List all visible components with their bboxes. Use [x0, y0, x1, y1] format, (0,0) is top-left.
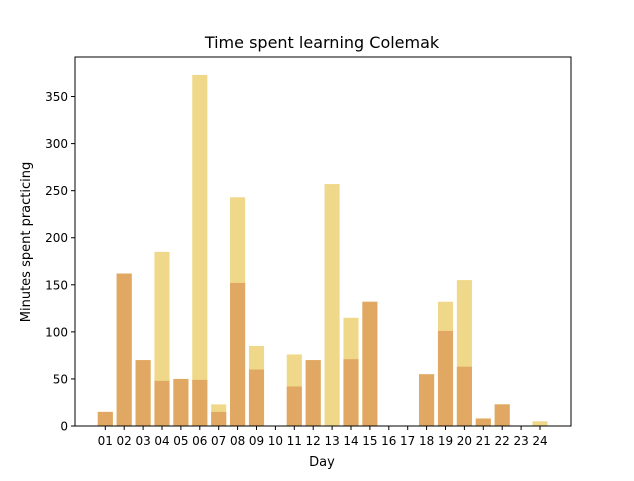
y-tick-label: 0	[60, 420, 68, 434]
x-tick-label: 01	[98, 434, 113, 448]
x-tick-label: 18	[419, 434, 434, 448]
x-tick-label: 23	[513, 434, 528, 448]
x-tick-label: 15	[362, 434, 377, 448]
bar-04-series-2	[154, 380, 170, 426]
y-tick-label: 50	[53, 372, 68, 386]
x-tick-label: 06	[192, 434, 207, 448]
bar-11-series-2	[286, 386, 302, 426]
x-tick-label: 07	[211, 434, 226, 448]
x-tick-label: 09	[249, 434, 264, 448]
bar-03-series-2	[135, 360, 151, 426]
bar-15-series-2	[362, 301, 378, 426]
bar-09-series-2	[248, 369, 265, 426]
bar-20-series-2	[456, 366, 472, 426]
bar-08-series-2	[230, 282, 246, 426]
bar-05-series-2	[173, 378, 189, 426]
x-tick-label: 17	[400, 434, 415, 448]
x-tick-label: 19	[438, 434, 453, 448]
bar-21-series-2	[475, 418, 491, 426]
x-tick-label: 05	[173, 434, 188, 448]
x-tick-label: 20	[457, 434, 472, 448]
x-tick-label: 12	[306, 434, 321, 448]
x-tick-label: 16	[381, 434, 396, 448]
x-tick-label: 22	[495, 434, 510, 448]
x-tick-label: 03	[135, 434, 150, 448]
bars-layer	[97, 74, 548, 427]
x-tick-label: 04	[154, 434, 169, 448]
x-tick-label: 21	[476, 434, 491, 448]
bar-06-series-1	[192, 74, 208, 426]
bar-series-2	[97, 273, 510, 427]
bar-13-series-1	[324, 184, 340, 426]
x-tick-label: 13	[324, 434, 339, 448]
bar-14-series-2	[343, 359, 359, 426]
axes-layer: 0 50 100 150 200 250 300 350 01 02 03 04 05 06 07 08 09 1…	[45, 56, 572, 448]
bar-02-series-2	[116, 273, 132, 426]
bar-24-series-1	[532, 421, 548, 426]
y-tick-label: 350	[45, 90, 68, 104]
x-tick-label: 10	[268, 434, 283, 448]
x-tick-label: 11	[287, 434, 302, 448]
x-tick-label: 02	[117, 434, 132, 448]
plot-frame	[74, 56, 572, 427]
bar-07-series-2	[211, 411, 227, 426]
y-tick-label: 150	[45, 278, 68, 292]
bar-22-series-2	[494, 404, 510, 426]
x-tick-label: 14	[343, 434, 358, 448]
x-tick-label: 08	[230, 434, 245, 448]
bar-01-series-2	[97, 411, 113, 426]
bar-06-series-2	[192, 379, 208, 427]
y-tick-label: 200	[45, 231, 68, 245]
y-tick-label: 250	[45, 184, 68, 198]
chart-title: Time spent learning Colemak	[204, 33, 440, 52]
y-axis-label: Minutes spent practicing	[19, 162, 34, 322]
bar-19-series-2	[437, 330, 454, 426]
bar-12-series-2	[305, 360, 321, 426]
y-tick-label: 300	[45, 137, 68, 151]
bar-18-series-2	[419, 374, 435, 426]
y-tick-label: 100	[45, 325, 68, 339]
x-tick-label: 24	[532, 434, 547, 448]
x-axis-label: Day	[309, 455, 335, 470]
